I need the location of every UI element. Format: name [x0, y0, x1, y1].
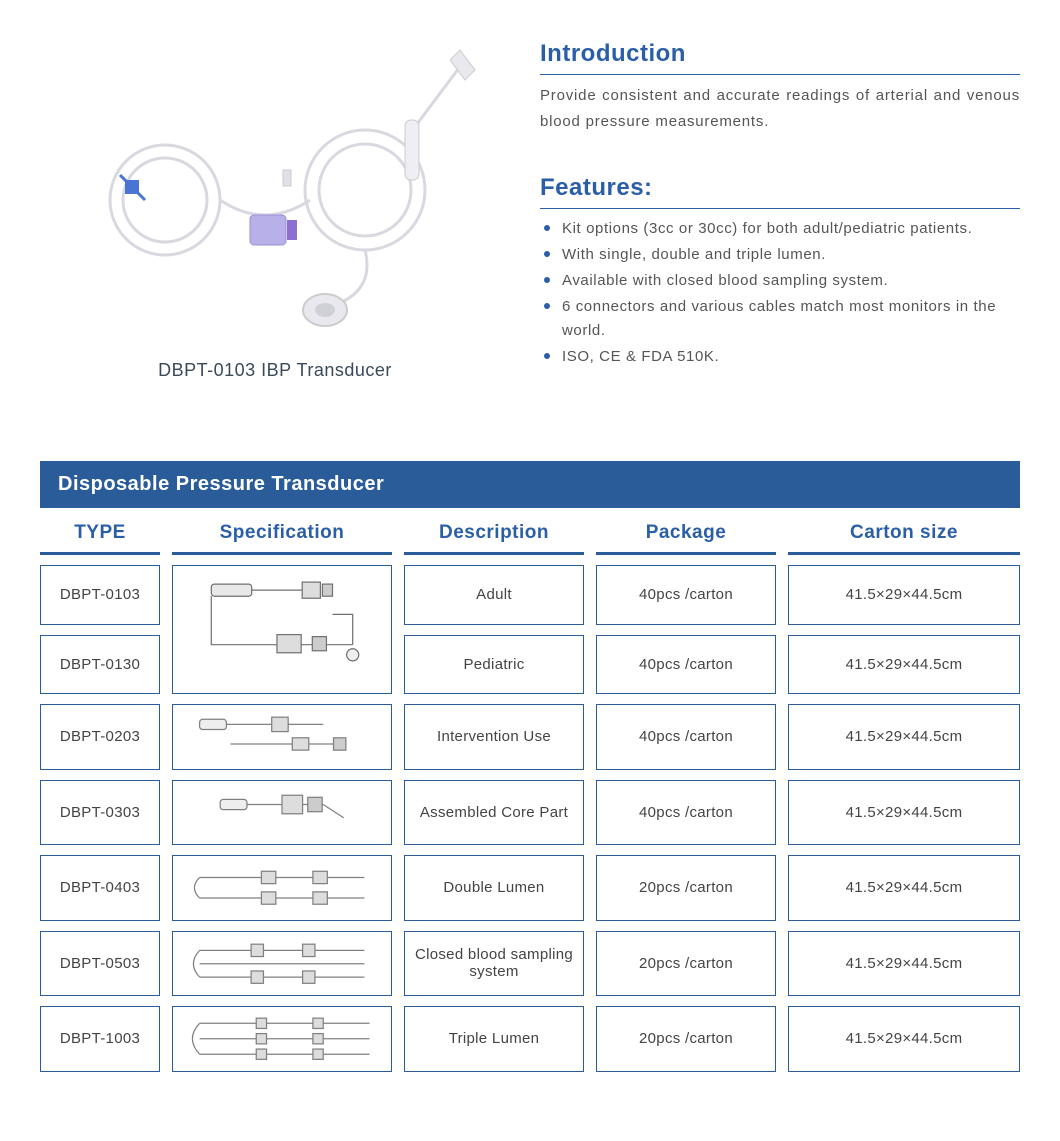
intro-text: Provide consistent and accurate readings…	[540, 83, 1020, 134]
features-heading: Features:	[540, 174, 1020, 202]
type-cell: DBPT-0503	[40, 931, 160, 997]
col-header-type: TYPE	[40, 514, 160, 555]
info-column: Introduction Provide consistent and accu…	[540, 30, 1020, 381]
type-cell: DBPT-0203	[40, 704, 160, 770]
pkg-cell: 40pcs /carton	[596, 565, 776, 625]
features-underline	[540, 208, 1020, 209]
desc-cell: Adult	[404, 565, 584, 625]
spec-cell	[172, 855, 392, 921]
spec-cell	[172, 931, 392, 997]
col-header-desc: Description	[404, 514, 584, 555]
spec-diagram-icon	[179, 711, 385, 763]
carton-cell: 41.5×29×44.5cm	[788, 780, 1020, 846]
merged-row-group: DBPT-0103 DBPT-0130 Adult	[40, 565, 1020, 694]
feature-item: With single, double and triple lumen.	[544, 243, 1020, 267]
col-header-carton: Carton size	[788, 514, 1020, 555]
table-title: Disposable Pressure Transducer	[40, 461, 1020, 508]
pkg-cell: 20pcs /carton	[596, 931, 776, 997]
pkg-cell: 40pcs /carton	[596, 635, 776, 695]
product-image-column: DBPT-0103 IBP Transducer	[40, 30, 510, 381]
pkg-cell: 20pcs /carton	[596, 1006, 776, 1072]
pkg-cell: 40pcs /carton	[596, 780, 776, 846]
type-cell: DBPT-0103	[40, 565, 160, 625]
spec-cell	[172, 704, 392, 770]
product-caption: DBPT-0103 IBP Transducer	[40, 360, 510, 381]
feature-item: Kit options (3cc or 30cc) for both adult…	[544, 217, 1020, 241]
type-cell: DBPT-0403	[40, 855, 160, 921]
carton-cell: 41.5×29×44.5cm	[788, 635, 1020, 695]
table-row: DBPT-0403 Double Lumen 20pcs /carton 41.…	[40, 855, 1020, 921]
features-list: Kit options (3cc or 30cc) for both adult…	[540, 217, 1020, 369]
spec-diagram-icon	[179, 1013, 385, 1065]
table-row: DBPT-0203 Intervention Use 40pcs /carton…	[40, 704, 1020, 770]
spec-cell	[172, 565, 392, 694]
spec-cell	[172, 1006, 392, 1072]
table-row: DBPT-1003 Triple Lumen 20pcs /carton	[40, 1006, 1020, 1072]
pkg-cell: 40pcs /carton	[596, 704, 776, 770]
desc-cell: Assembled Core Part	[404, 780, 584, 846]
carton-cell: 41.5×29×44.5cm	[788, 704, 1020, 770]
carton-cell: 41.5×29×44.5cm	[788, 931, 1020, 997]
table-row: DBPT-0503 Closed blood sampling system 2…	[40, 931, 1020, 997]
type-cell: DBPT-0303	[40, 780, 160, 846]
feature-item: 6 connectors and various cables match mo…	[544, 295, 1020, 343]
desc-cell: Closed blood sampling system	[404, 931, 584, 997]
spec-diagram-icon	[179, 862, 385, 914]
col-header-pkg: Package	[596, 514, 776, 555]
intro-heading: Introduction	[540, 40, 1020, 68]
carton-cell: 41.5×29×44.5cm	[788, 565, 1020, 625]
desc-cell: Pediatric	[404, 635, 584, 695]
type-cell: DBPT-1003	[40, 1006, 160, 1072]
pkg-cell: 20pcs /carton	[596, 855, 776, 921]
merged-right-rows: Adult 40pcs /carton 41.5×29×44.5cm Pedia…	[404, 565, 1020, 694]
desc-cell: Triple Lumen	[404, 1006, 584, 1072]
spec-diagram-icon	[179, 938, 385, 990]
intro-underline	[540, 74, 1020, 75]
merged-type-column: DBPT-0103 DBPT-0130	[40, 565, 160, 694]
product-image	[65, 30, 485, 350]
table-row: DBPT-0303 Assembled Core Part 40pcs /car…	[40, 780, 1020, 846]
desc-cell: Intervention Use	[404, 704, 584, 770]
spec-cell	[172, 780, 392, 846]
spec-diagram-icon	[181, 574, 383, 685]
table-row: Pediatric 40pcs /carton 41.5×29×44.5cm	[404, 635, 1020, 695]
table-header-row: TYPE Specification Description Package C…	[40, 514, 1020, 555]
desc-cell: Double Lumen	[404, 855, 584, 921]
carton-cell: 41.5×29×44.5cm	[788, 855, 1020, 921]
feature-item: Available with closed blood sampling sys…	[544, 269, 1020, 293]
table-row: Adult 40pcs /carton 41.5×29×44.5cm	[404, 565, 1020, 625]
col-header-spec: Specification	[172, 514, 392, 555]
spec-table: Disposable Pressure Transducer TYPE Spec…	[40, 461, 1020, 1072]
type-cell: DBPT-0130	[40, 635, 160, 695]
carton-cell: 41.5×29×44.5cm	[788, 1006, 1020, 1072]
feature-item: ISO, CE & FDA 510K.	[544, 345, 1020, 369]
spec-diagram-icon	[179, 787, 385, 839]
top-section: DBPT-0103 IBP Transducer Introduction Pr…	[40, 30, 1020, 381]
